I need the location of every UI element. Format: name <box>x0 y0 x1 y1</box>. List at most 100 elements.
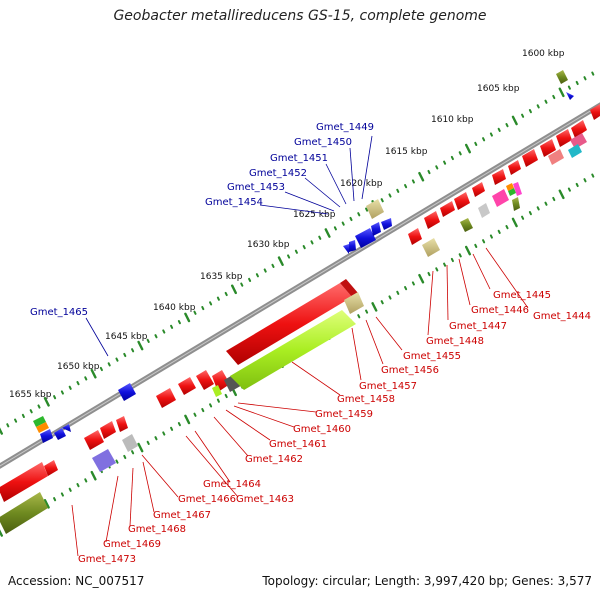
gene-arrow[interactable] <box>92 449 116 472</box>
gene-arrow[interactable] <box>472 182 485 197</box>
gene-arrow[interactable] <box>118 383 136 401</box>
gene-label[interactable]: Gmet_1444 <box>533 311 591 322</box>
gene-label[interactable]: Gmet_1462 <box>245 454 303 465</box>
gene-arrow[interactable] <box>44 460 58 476</box>
gene-arrow[interactable] <box>548 149 564 165</box>
gene-arrow[interactable] <box>54 428 66 440</box>
gene-arrow[interactable] <box>122 434 138 452</box>
gene-label[interactable]: Gmet_1452 <box>249 168 307 179</box>
gene-arrow[interactable] <box>513 182 522 196</box>
track-dot <box>544 201 548 206</box>
gene-arrow[interactable] <box>540 139 556 157</box>
gene-label[interactable]: Gmet_1466 <box>178 494 236 505</box>
track-dot <box>201 407 205 413</box>
track-dot <box>76 483 80 488</box>
gene-arrow[interactable] <box>508 188 516 196</box>
gene-label[interactable]: Gmet_1458 <box>337 394 395 405</box>
gene-arrow[interactable] <box>556 129 572 147</box>
gene-label[interactable]: Gmet_1461 <box>269 439 327 450</box>
gene-arrow[interactable] <box>0 462 48 502</box>
gene-arrow[interactable] <box>366 199 384 219</box>
track-dot <box>528 211 532 216</box>
gene-arrow[interactable] <box>454 192 470 210</box>
gene-arrow[interactable] <box>100 421 116 439</box>
gene-label[interactable]: Gmet_1455 <box>403 351 461 362</box>
gene-label[interactable]: Gmet_1451 <box>270 153 328 164</box>
gene-arrow[interactable] <box>508 160 521 175</box>
track-dot <box>552 196 556 202</box>
gene-arrow[interactable] <box>371 222 381 236</box>
kbp-label: 1615 kbp <box>385 147 428 157</box>
gene-label[interactable]: Gmet_1454 <box>205 197 263 208</box>
gene-arrow[interactable] <box>62 424 71 432</box>
gene-arrow[interactable] <box>156 388 176 408</box>
gene-arrow[interactable] <box>568 144 582 158</box>
gene-label[interactable]: Gmet_1449 <box>316 122 374 133</box>
tick-mark <box>90 470 97 481</box>
gene-label[interactable]: Gmet_1469 <box>103 539 161 550</box>
gene-arrow[interactable] <box>424 211 440 229</box>
gene-label[interactable]: Gmet_1465 <box>30 307 88 318</box>
gene-label[interactable]: Gmet_1467 <box>153 510 211 521</box>
tick-mark <box>184 312 191 323</box>
gene-arrow[interactable] <box>36 422 49 433</box>
track-dot <box>255 273 259 278</box>
gene-arrow[interactable] <box>492 169 506 185</box>
gene-arrow[interactable] <box>570 133 587 149</box>
tick-mark <box>43 499 50 509</box>
gene-label[interactable]: Gmet_1456 <box>381 365 439 376</box>
gene-arrow[interactable] <box>178 377 196 395</box>
gene-label[interactable]: Gmet_1448 <box>426 336 484 347</box>
gene-arrow[interactable] <box>349 240 356 252</box>
gene-label[interactable]: Gmet_1464 <box>203 479 261 490</box>
gene-arrow[interactable] <box>84 430 104 450</box>
gene-label[interactable]: Gmet_1457 <box>359 381 417 392</box>
gene-label[interactable]: Gmet_1453 <box>227 182 285 193</box>
gene-label[interactable]: Gmet_1460 <box>293 424 351 435</box>
track-dot <box>224 393 228 399</box>
gene-arrow[interactable] <box>33 416 46 427</box>
gene-arrow[interactable] <box>340 279 358 297</box>
gene-label[interactable]: Gmet_1447 <box>449 321 507 332</box>
track-dot <box>294 249 298 254</box>
track-dot <box>84 376 88 381</box>
gene-arrow[interactable] <box>440 201 455 217</box>
track-dot <box>154 334 158 339</box>
gene-arrow[interactable] <box>381 218 392 230</box>
gene-arrow[interactable] <box>408 228 422 245</box>
gene-arrow[interactable] <box>460 218 473 232</box>
gene-arrow[interactable] <box>212 385 222 397</box>
track-dot <box>123 352 127 358</box>
gene-arrow[interactable] <box>590 104 600 120</box>
track-dot <box>53 497 57 502</box>
track-dot <box>544 99 548 104</box>
kbp-label: 1605 kbp <box>477 84 520 94</box>
gene-label[interactable]: Gmet_1459 <box>315 409 373 420</box>
gene-arrow[interactable] <box>478 203 490 218</box>
gene-label[interactable]: Gmet_1445 <box>493 290 551 301</box>
gene-arrow[interactable] <box>40 429 53 443</box>
gene-label[interactable]: Gmet_1463 <box>236 494 294 505</box>
gene-label[interactable]: Gmet_1473 <box>78 554 136 565</box>
gene-label[interactable]: Gmet_1450 <box>294 137 352 148</box>
gene-arrow[interactable] <box>226 283 352 365</box>
gene-label[interactable]: Gmet_1468 <box>128 524 186 535</box>
gene-arrow[interactable] <box>522 149 538 167</box>
gene-arrow[interactable] <box>512 197 520 211</box>
gene-arrow[interactable] <box>230 310 356 390</box>
gene-arrow[interactable] <box>566 92 574 100</box>
gene-arrow[interactable] <box>196 370 214 390</box>
gene-label[interactable]: Gmet_1446 <box>471 305 529 316</box>
gene-arrow[interactable] <box>422 238 440 257</box>
track-dot <box>591 173 595 178</box>
gene-arrow[interactable] <box>492 189 509 207</box>
gene-arrow[interactable] <box>116 416 128 432</box>
track-dot <box>162 329 166 334</box>
gene-arrow[interactable] <box>355 228 376 248</box>
tick-mark <box>418 273 425 284</box>
gene-arrow[interactable] <box>343 244 349 254</box>
gene-arrow[interactable] <box>344 292 364 314</box>
gene-arrow[interactable] <box>571 120 587 138</box>
gene-arrow[interactable] <box>0 492 48 534</box>
gene-arrow[interactable] <box>556 70 568 84</box>
